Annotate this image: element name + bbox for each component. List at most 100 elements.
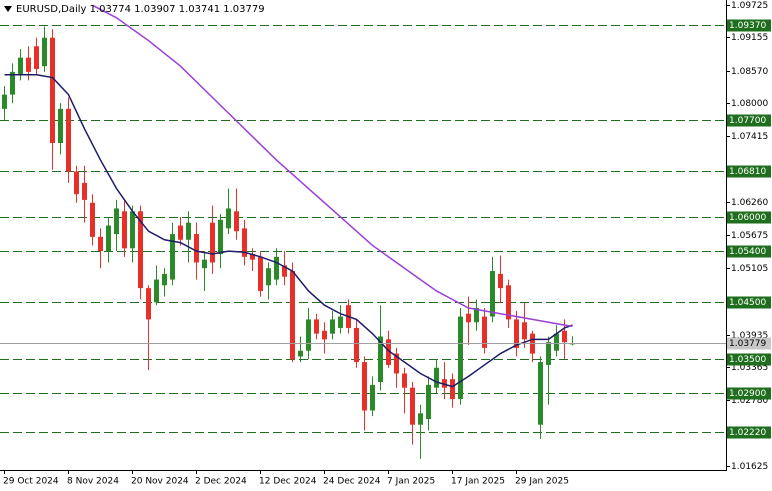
title-close: 1.03779 — [223, 4, 264, 15]
candle-body — [74, 171, 79, 195]
y-tick-label: 1.07415 — [731, 132, 768, 142]
candle-body — [58, 108, 63, 144]
candle-body — [418, 413, 423, 425]
candle-body — [322, 330, 327, 340]
level-label: 1.09370 — [729, 21, 766, 31]
y-tick-label: 1.01625 — [731, 462, 768, 472]
y-tick-label: 1.08570 — [731, 67, 768, 77]
candle-body — [202, 259, 207, 269]
level-label: 1.04500 — [729, 298, 766, 308]
candle-body — [386, 339, 391, 365]
x-tick-label: 29 Oct 2024 — [3, 477, 59, 487]
candle-body — [66, 108, 71, 172]
candle-body — [170, 234, 175, 280]
candle-body — [218, 219, 223, 254]
candle-body — [506, 285, 511, 320]
plot-area — [0, 4, 726, 459]
candle-body — [546, 342, 551, 365]
candle-body — [242, 228, 247, 257]
title-low: 1.03741 — [179, 4, 220, 15]
candle-body — [562, 330, 567, 343]
candle-body — [434, 367, 439, 388]
candle-body — [106, 225, 111, 252]
candle-body — [290, 271, 295, 360]
candle-body — [34, 46, 39, 70]
candle-body — [250, 253, 255, 260]
current-price-label: 1.03779 — [729, 339, 766, 349]
level-label: 1.05400 — [729, 247, 766, 257]
y-tick-label: 1.05675 — [731, 231, 768, 241]
level-label: 1.06810 — [729, 167, 766, 177]
candle-body — [82, 182, 87, 200]
chart-title: EURUSD,Daily 1.03774 1.03907 1.03741 1.0… — [16, 4, 265, 15]
candle-body — [154, 279, 159, 303]
candle-body — [298, 350, 303, 357]
candle-body — [450, 379, 455, 400]
candle-body — [538, 362, 543, 425]
level-label-box — [727, 296, 771, 309]
x-tick-label: 8 Nov 2024 — [67, 477, 119, 487]
candle-body — [98, 236, 103, 252]
level-label-box — [727, 211, 771, 224]
candle-body — [282, 265, 287, 277]
moving-average-line — [4, 73, 573, 388]
x-tick-label: 7 Jan 2025 — [387, 477, 435, 487]
y-tick-label: 1.03365 — [731, 363, 768, 373]
level-label: 1.03500 — [729, 355, 766, 365]
candle-body — [402, 373, 407, 388]
candle-body — [498, 273, 503, 289]
candle-body — [514, 319, 519, 348]
candle-body — [266, 268, 271, 286]
candle-body — [42, 37, 47, 67]
candle-body — [378, 336, 383, 383]
candle-body — [466, 313, 471, 323]
candle-body — [442, 379, 447, 388]
candle-body — [474, 308, 479, 323]
level-label-box — [727, 353, 771, 366]
candle-body — [330, 319, 335, 334]
candle-body — [370, 384, 375, 411]
candle-body — [306, 319, 311, 351]
current-price-box — [727, 337, 771, 350]
x-tick-label: 29 Jan 2025 — [515, 477, 569, 487]
candle-body — [146, 288, 151, 320]
level-label-box — [727, 114, 771, 127]
candle-body — [234, 211, 239, 232]
candle-body — [362, 362, 367, 411]
y-tick-label: 1.09725 — [731, 1, 768, 11]
candle-body — [482, 316, 487, 348]
level-label: 1.02220 — [729, 428, 766, 438]
candle-body — [162, 273, 167, 286]
level-label: 1.02900 — [729, 389, 766, 399]
level-label-box — [727, 426, 771, 439]
candle-body — [18, 57, 23, 75]
candle-body — [210, 222, 215, 263]
x-tick-label: 12 Dec 2024 — [259, 477, 317, 487]
candle-body — [186, 222, 191, 240]
candle-body — [274, 256, 279, 280]
x-tick-label: 24 Dec 2024 — [323, 477, 381, 487]
candle-body — [354, 327, 359, 363]
level-label: 1.06000 — [729, 213, 766, 223]
candle-body — [426, 384, 431, 420]
candle-body — [138, 211, 143, 289]
candle-body — [10, 71, 15, 95]
x-tick-label: 17 Jan 2025 — [451, 477, 505, 487]
candle-body — [338, 316, 343, 328]
candle-body — [314, 319, 319, 334]
title-open: 1.03774 — [90, 4, 131, 15]
y-tick-label: 1.09155 — [731, 33, 768, 43]
candle-body — [410, 387, 415, 425]
y-tick-label: 1.05105 — [731, 264, 768, 274]
y-tick-label: 1.06260 — [731, 198, 768, 208]
candle-body — [458, 316, 463, 400]
level-label-box — [727, 19, 771, 32]
moving-average-line — [92, 4, 573, 327]
x-tick-label: 20 Nov 2024 — [131, 477, 189, 487]
candle-body — [194, 234, 199, 263]
candle-body — [122, 211, 127, 249]
candle-body — [178, 225, 183, 240]
